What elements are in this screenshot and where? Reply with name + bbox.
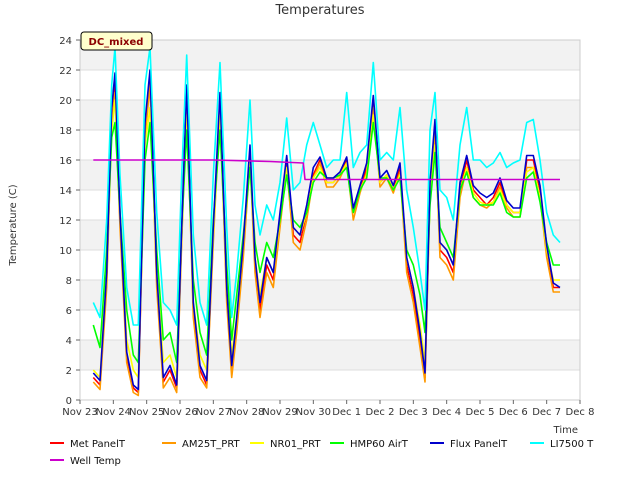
x-tick-label: Dec 8	[566, 407, 595, 418]
y-tick-label: 12	[59, 216, 72, 227]
x-tick-label: Dec 3	[399, 407, 428, 418]
site-badge-label: DC_mixed	[89, 37, 144, 48]
series-lines	[92, 46, 561, 397]
x-tick-label: Dec 6	[499, 407, 528, 418]
y-tick-label: 6	[66, 306, 72, 317]
y-tick-label: 16	[59, 156, 72, 167]
series-line-hmp60-airt	[92, 121, 560, 364]
x-tick-label: Nov 23	[62, 407, 97, 418]
series-line-well-temp	[93, 159, 560, 181]
legend-label-nr01-prt: NR01_PRT	[270, 439, 321, 450]
legend-label-li7500-t: LI7500 T	[550, 439, 594, 450]
plot-bands	[80, 40, 580, 370]
y-tick-label: 0	[66, 396, 72, 407]
series-line-met-panelt	[92, 76, 560, 394]
x-tick-label: Nov 28	[229, 407, 264, 418]
y-tick-label: 4	[66, 336, 72, 347]
x-tick-label: Nov 25	[129, 407, 164, 418]
y-tick-label: 24	[59, 36, 72, 47]
x-tick-label: Nov 26	[162, 407, 197, 418]
x-tick-label: Nov 30	[296, 407, 331, 418]
x-tick-label: Nov 29	[262, 407, 297, 418]
y-tick-label: 8	[66, 276, 72, 287]
legend-label-hmp60-airt: HMP60 AirT	[350, 439, 409, 450]
x-tick-label: Dec 1	[332, 407, 361, 418]
y-tick-label: 10	[59, 246, 72, 257]
y-tick-label: 20	[59, 96, 72, 107]
chart-title: Temperatures	[274, 3, 364, 18]
legend: Met PanelT AM25T_PRT NR01_PRT HMP60 AirT Flu…	[50, 439, 594, 467]
x-axis-label: Time	[553, 425, 578, 436]
x-tick-label: Dec 7	[532, 407, 561, 418]
site-badge-box	[80, 31, 153, 51]
x-tick-label: Nov 24	[96, 407, 131, 418]
grid-band	[80, 280, 580, 310]
grid-band	[80, 220, 580, 250]
y-tick-label: 18	[59, 126, 72, 137]
legend-label-well-temp: Well Temp	[70, 456, 121, 467]
y-tick-label: 2	[66, 366, 72, 377]
x-tick-label: Dec 5	[466, 407, 495, 418]
y-tick-label: 22	[59, 66, 72, 77]
y-tick-label: 14	[59, 186, 72, 197]
y-axis-label: Temperature (C)	[8, 184, 19, 266]
grid-band	[80, 40, 580, 70]
grid-band	[80, 340, 580, 370]
series-line-nr01-prt	[92, 99, 560, 379]
series-line-flux-panelt	[92, 69, 561, 391]
legend-label-met-panelt: Met PanelT	[70, 439, 126, 450]
series-line-li7500-t	[92, 46, 561, 326]
legend-label-flux-panelt: Flux PanelT	[450, 439, 508, 450]
x-tick-label: Dec 4	[432, 407, 461, 418]
grid-band	[80, 100, 580, 130]
site-badge: DC_mixed	[80, 31, 153, 51]
x-tick-label: Nov 27	[196, 407, 231, 418]
legend-label-am25t-prt: AM25T_PRT	[182, 439, 241, 450]
x-tick-label: Dec 2	[366, 407, 395, 418]
